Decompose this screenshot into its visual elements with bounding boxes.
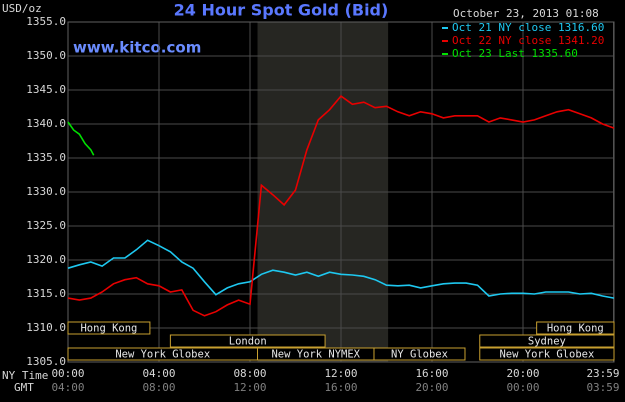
session-label: New York Globex xyxy=(499,349,594,361)
price-line xyxy=(67,121,95,156)
x-row-label: NY Time xyxy=(2,369,48,382)
x-tick-label: 04:00 xyxy=(142,367,175,380)
watermark: www.kitco.com xyxy=(73,39,201,57)
y-tick-label: 1355.0 xyxy=(26,15,66,28)
session-box xyxy=(373,347,466,361)
session-label: New York NYMEX xyxy=(271,349,360,361)
x-tick-label: 16:00 xyxy=(415,367,448,380)
session-label: Sydney xyxy=(528,336,566,348)
session-label: NY Globex xyxy=(391,349,448,361)
y-tick-label: 1340.0 xyxy=(26,117,66,130)
session-box xyxy=(169,334,326,348)
y-tick-label: 1320.0 xyxy=(26,253,66,266)
chart-title: 24 Hour Spot Gold (Bid) xyxy=(174,1,389,20)
session-box xyxy=(536,321,615,335)
x-tick-label: 20:00 xyxy=(506,367,539,380)
session-box xyxy=(479,347,615,361)
y-tick-label: 1330.0 xyxy=(26,185,66,198)
y-tick-label: 1345.0 xyxy=(26,83,66,96)
y-axis-label: USD/oz xyxy=(2,2,42,15)
y-tick-label: 1305.0 xyxy=(26,355,66,368)
gmt-tick-label: 03:59 xyxy=(586,381,619,394)
legend-label: Oct 21 NY close 1316.60 xyxy=(452,21,604,34)
gmt-tick-label: 04:00 xyxy=(51,381,84,394)
x-tick-label: 08:00 xyxy=(233,367,266,380)
y-tick-label: 1310.0 xyxy=(26,321,66,334)
plot-border xyxy=(67,21,615,363)
price-line xyxy=(67,239,615,299)
legend-label: Oct 23 Last 1335.60 xyxy=(452,47,578,60)
session-label: London xyxy=(229,336,267,348)
gmt-tick-label: 12:00 xyxy=(233,381,266,394)
y-tick-label: 1335.0 xyxy=(26,151,66,164)
timestamp: October 23, 2013 01:08 xyxy=(453,7,599,20)
session-label: Hong Kong xyxy=(80,323,137,335)
session-label: Hong Kong xyxy=(547,323,604,335)
session-label: New York Globex xyxy=(115,349,210,361)
gmt-tick-label: 08:00 xyxy=(142,381,175,394)
gmt-tick-label: 00:00 xyxy=(506,381,539,394)
price-line xyxy=(67,95,615,317)
legend-label: Oct 22 NY close 1341.20 xyxy=(452,34,604,47)
y-tick-label: 1350.0 xyxy=(26,49,66,62)
x-tick-label: 00:00 xyxy=(51,367,84,380)
gmt-tick-label: 20:00 xyxy=(415,381,448,394)
gmt-tick-label: 16:00 xyxy=(324,381,357,394)
x-row-label: GMT xyxy=(14,381,34,394)
x-tick-label: 23:59 xyxy=(586,367,619,380)
y-tick-label: 1325.0 xyxy=(26,219,66,232)
session-box xyxy=(67,321,151,335)
x-tick-label: 12:00 xyxy=(324,367,357,380)
y-tick-label: 1315.0 xyxy=(26,287,66,300)
session-box xyxy=(479,334,615,348)
